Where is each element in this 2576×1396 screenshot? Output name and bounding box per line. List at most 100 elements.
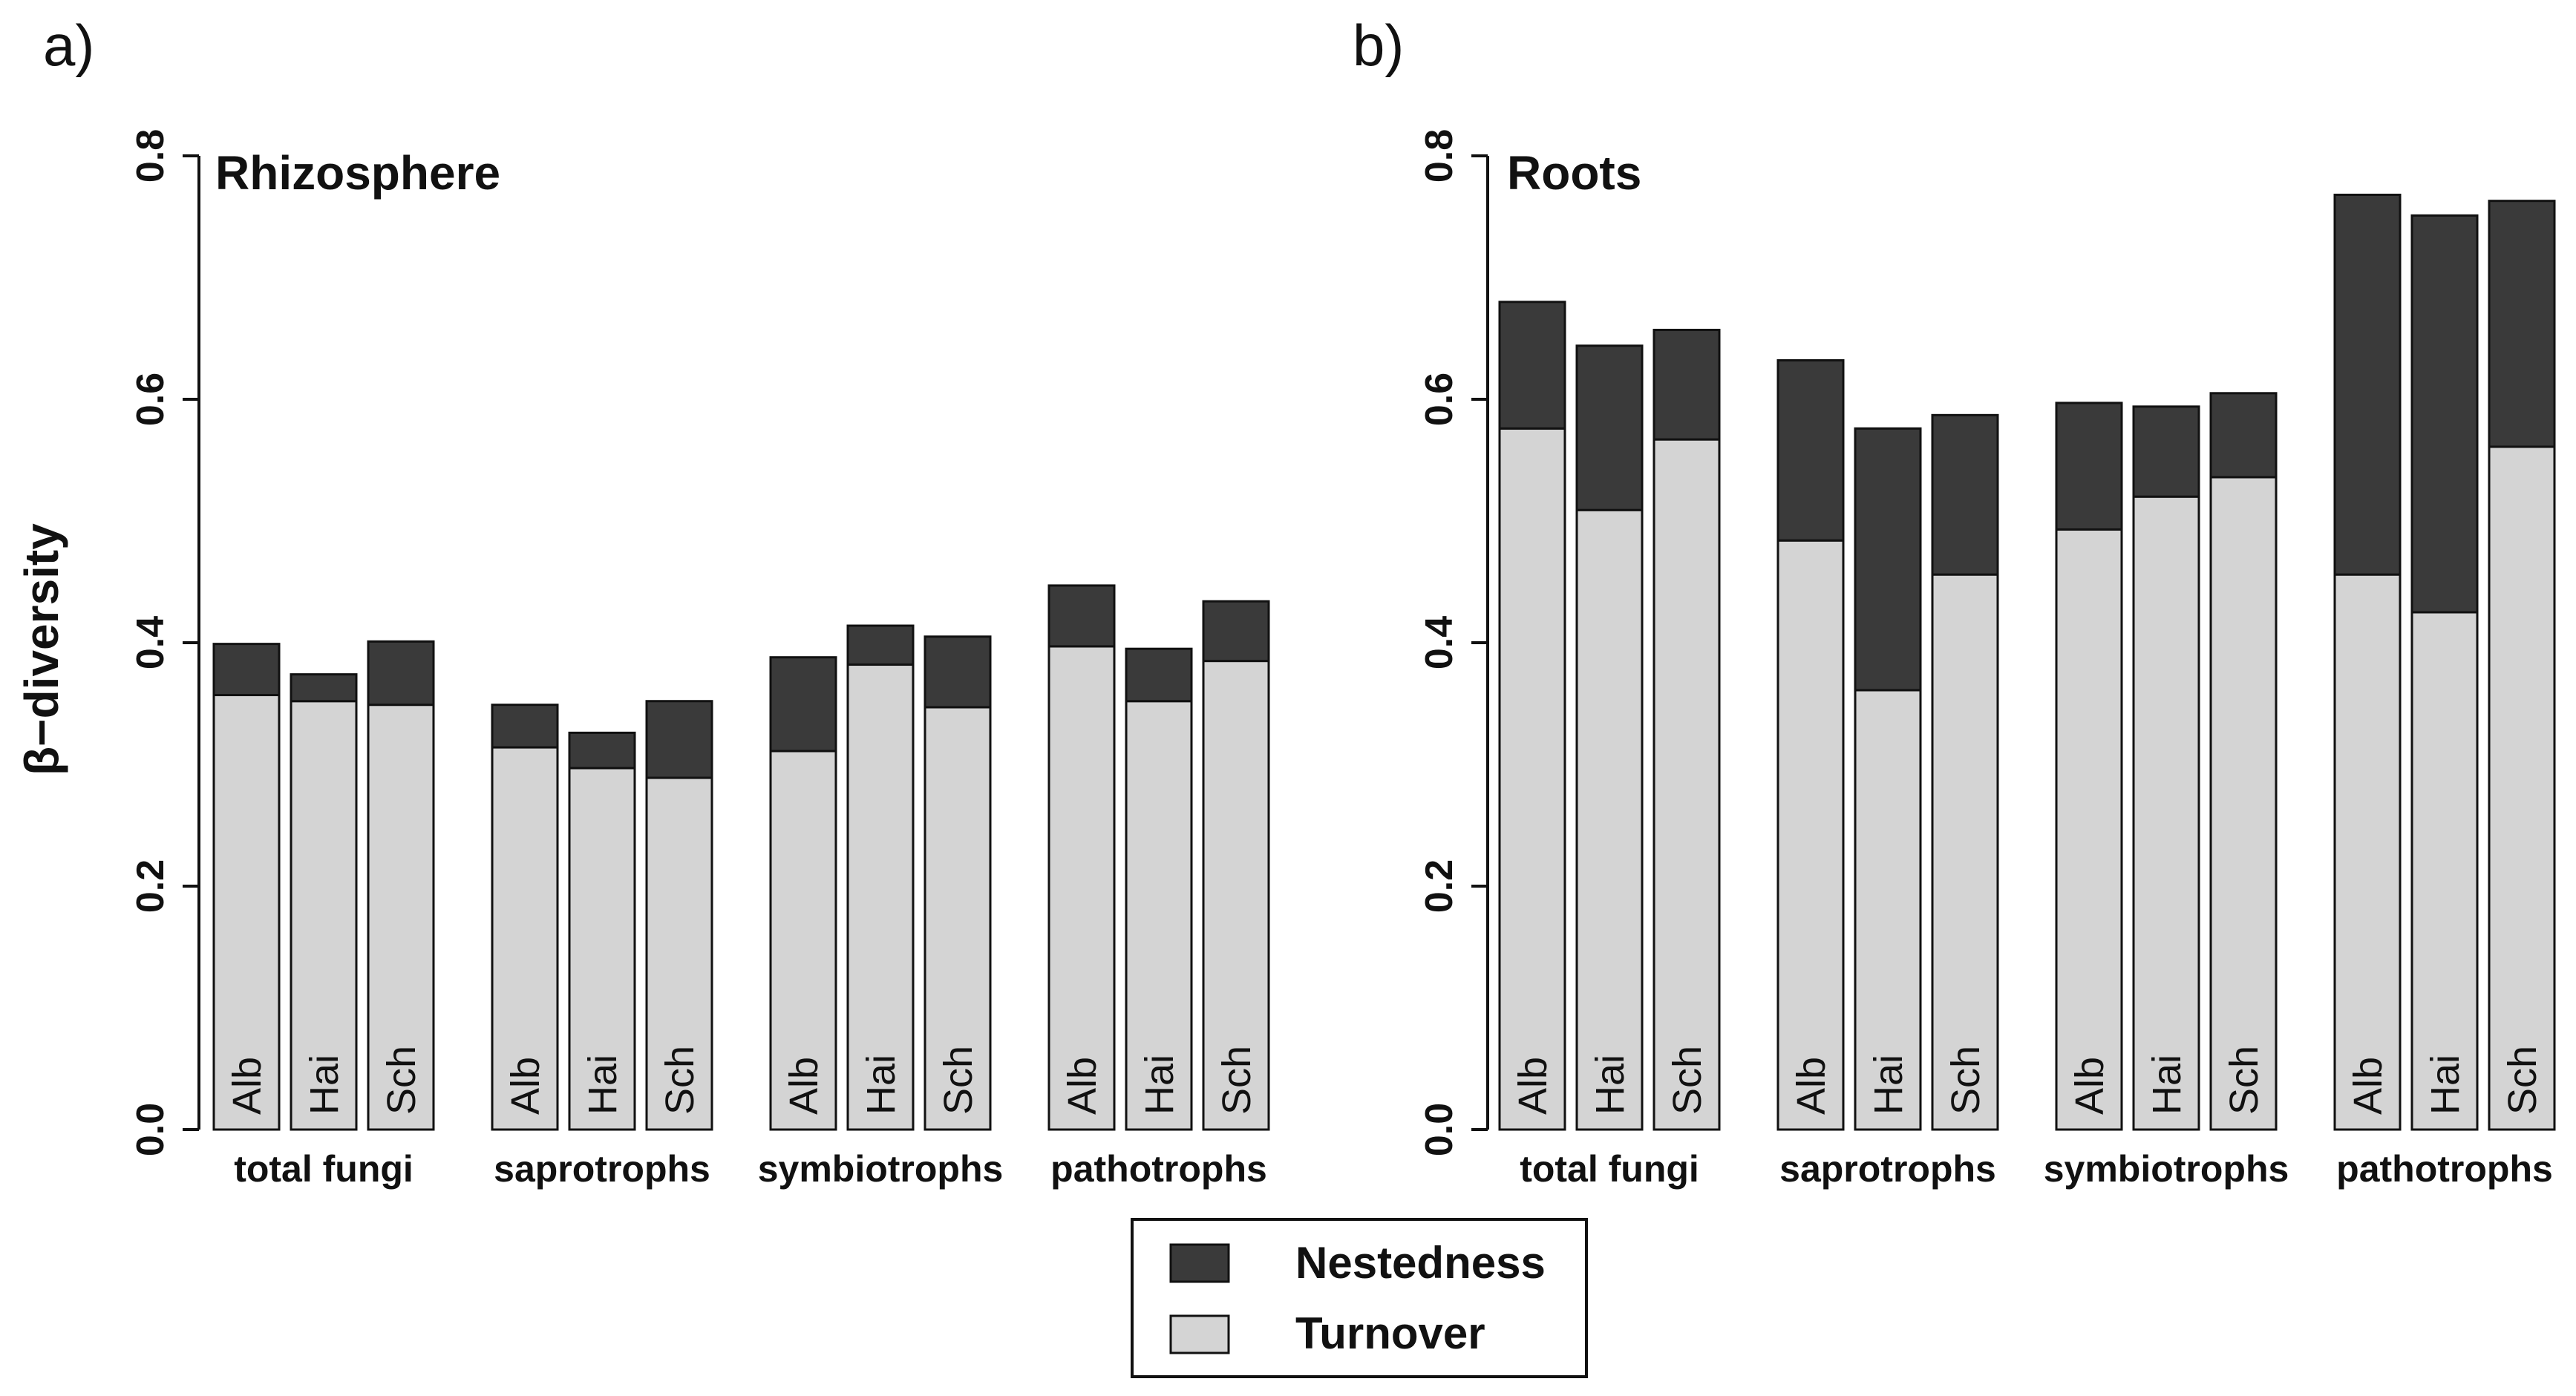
bar-turnover <box>290 700 358 1131</box>
legend-label-nestedness: Nestedness <box>1295 1238 1546 1288</box>
legend-swatch-turnover <box>1169 1314 1230 1354</box>
y-tick-label: 0.4 <box>1418 616 1461 669</box>
bar-nestedness <box>1653 329 1721 441</box>
bar-turnover <box>212 694 281 1131</box>
bar-turnover <box>2055 528 2123 1131</box>
bar-nestedness <box>2209 392 2278 479</box>
group-label: symbiotrophs <box>758 1148 1004 1190</box>
bar-nestedness <box>2055 402 2123 531</box>
legend: Nestedness Turnover <box>1131 1218 1588 1378</box>
legend-label-turnover: Turnover <box>1295 1308 1485 1358</box>
bar-turnover <box>1047 645 1116 1131</box>
bar-site-label: Alb <box>1789 1057 1834 1115</box>
bar-site-label: Alb <box>225 1057 269 1115</box>
bar-turnover <box>1653 438 1721 1131</box>
bar-turnover <box>1854 689 1922 1131</box>
bar-nestedness <box>1854 427 1922 692</box>
bar-turnover <box>2209 476 2278 1131</box>
y-tick-label: 0.6 <box>129 373 172 426</box>
bar-nestedness <box>290 673 358 703</box>
group-label: pathotrophs <box>1050 1148 1267 1190</box>
y-tick-label: 0.0 <box>129 1103 172 1156</box>
bar-nestedness <box>1776 359 1845 542</box>
bar-site-label: Sch <box>658 1046 702 1115</box>
group-label: total fungi <box>234 1148 413 1190</box>
bar-nestedness <box>1931 413 1999 576</box>
bar-nestedness <box>923 635 992 709</box>
panel-title: Rhizosphere <box>215 146 500 200</box>
bar-site-label: Hai <box>1866 1055 1911 1115</box>
bar-nestedness <box>2488 200 2556 448</box>
bar-nestedness <box>2410 214 2479 614</box>
bar-nestedness <box>1047 584 1116 648</box>
bar-site-label: Hai <box>859 1055 903 1115</box>
bar-nestedness <box>2132 405 2200 498</box>
bar-turnover <box>769 750 837 1131</box>
group-label: total fungi <box>1520 1148 1699 1190</box>
bar-site-label: Sch <box>936 1046 981 1115</box>
panel-letter: a) <box>43 13 94 78</box>
bar-turnover <box>367 704 435 1131</box>
bar-nestedness <box>367 640 435 707</box>
bar-turnover <box>2410 611 2479 1131</box>
bar-site-label: Hai <box>2423 1055 2468 1115</box>
panel-rhizosphere: a) Rhizosphere 0.0 0.2 0.4 0.6 0.8 Alb Hai Sch tot… <box>43 13 1270 1190</box>
bar-nestedness <box>491 704 559 749</box>
legend-swatch-nestedness <box>1169 1243 1230 1283</box>
bar-site-label: Sch <box>1944 1046 1988 1115</box>
bar-nestedness <box>846 624 915 666</box>
bar-site-label: Alb <box>1511 1057 1555 1115</box>
y-tick-label: 0.2 <box>1418 859 1461 913</box>
bar-site-label: Hai <box>302 1055 347 1115</box>
bar-turnover <box>923 706 992 1131</box>
bar-nestedness <box>1498 301 1566 430</box>
bar-site-label: Hai <box>1137 1055 1182 1115</box>
bar-site-label: Sch <box>379 1046 424 1115</box>
bar-site-label: Hai <box>2145 1055 2189 1115</box>
group-label: saprotrophs <box>1779 1148 1996 1190</box>
y-tick-label: 0.8 <box>129 129 172 183</box>
bar-nestedness <box>1202 600 1270 663</box>
bar-site-label: Alb <box>2067 1057 2112 1115</box>
group-label: pathotrophs <box>2336 1148 2553 1190</box>
bar-site-label: Sch <box>2222 1046 2266 1115</box>
bar-nestedness <box>1575 344 1644 511</box>
bar-site-label: Alb <box>2346 1057 2390 1115</box>
y-tick-label: 0.2 <box>129 859 172 913</box>
bar-turnover <box>1125 700 1193 1131</box>
bar-nestedness <box>212 643 281 697</box>
bar-nestedness <box>1125 647 1193 703</box>
bar-nestedness <box>2333 193 2402 576</box>
bar-turnover <box>2132 495 2200 1131</box>
bar-site-label: Alb <box>503 1057 548 1115</box>
bar-site-label: Sch <box>1215 1046 1259 1115</box>
bar-turnover <box>1498 427 1566 1131</box>
bar-turnover <box>645 776 713 1131</box>
bar-turnover <box>2488 445 2556 1131</box>
y-tick-label: 0.0 <box>1418 1103 1461 1156</box>
y-tick-label: 0.8 <box>1418 129 1461 183</box>
bar-site-label: Hai <box>581 1055 625 1115</box>
y-tick-label: 0.4 <box>129 616 172 669</box>
panel-title: Roots <box>1507 146 1641 200</box>
bar-turnover <box>1575 508 1644 1131</box>
panel-roots: b) Roots 0.0 0.2 0.4 0.6 0.8 Alb Hai Sch total fun… <box>1353 13 2556 1190</box>
bar-nestedness <box>645 700 713 779</box>
y-tick-label: 0.6 <box>1418 373 1461 426</box>
bar-site-label: Sch <box>1665 1046 1710 1115</box>
bar-turnover <box>568 767 636 1131</box>
bar-site-label: Hai <box>1588 1055 1632 1115</box>
bar-site-label: Alb <box>782 1057 826 1115</box>
bar-turnover <box>2333 573 2402 1131</box>
bar-nestedness <box>769 656 837 753</box>
y-axis-label: β−diversity <box>15 523 68 776</box>
bar-site-label: Alb <box>1060 1057 1105 1115</box>
bar-nestedness <box>568 731 636 770</box>
bar-turnover <box>1776 539 1845 1131</box>
panel-letter: b) <box>1353 13 1404 78</box>
bar-turnover <box>1931 573 1999 1131</box>
bar-turnover <box>846 663 915 1131</box>
bar-site-label: Sch <box>2500 1046 2545 1115</box>
group-label: symbiotrophs <box>2044 1148 2289 1190</box>
